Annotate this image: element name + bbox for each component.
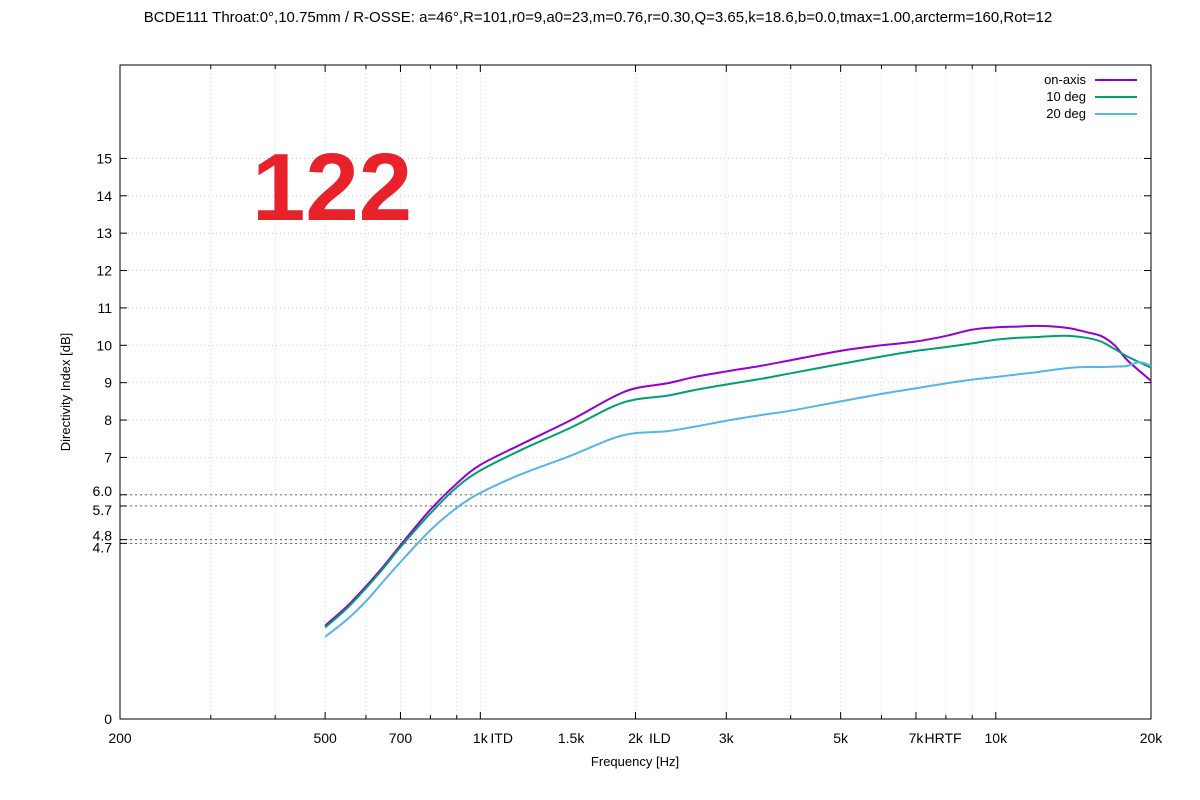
x-tick-labels: 200 500 700 1k ITD 1.5k 2k ILD 3k 5k 7k HRTF 10k 20k <box>108 730 1163 746</box>
x-tick-label: 700 <box>389 730 413 746</box>
highlight-number: 122 <box>252 134 412 241</box>
series-line-2 <box>324 334 1152 629</box>
x-tick-label: HRTF <box>925 730 962 746</box>
x-tick-label: 3k <box>719 730 735 746</box>
reference-lines <box>120 494 1151 544</box>
x-axis-label: Frequency [Hz] <box>591 754 679 769</box>
y-tick-label: 12 <box>96 263 112 279</box>
tick-marks <box>119 65 1152 720</box>
y-tick-label: 7 <box>104 449 112 465</box>
x-tick-label: 200 <box>108 730 132 746</box>
x-tick-label: 2k <box>628 730 644 746</box>
y-axis-label: Directivity Index [dB] <box>58 333 73 452</box>
y-tick-label: 14 <box>96 188 112 204</box>
chart-title: BCDE111 Throat:0°,10.75mm / R-OSSE: a=46… <box>144 9 1052 26</box>
chart-legend: on-axis 10 deg 20 deg <box>1044 72 1137 121</box>
y-tick-label: 13 <box>96 225 112 241</box>
y-tick-label: 4.8 <box>93 528 113 544</box>
x-tick-label: ILD <box>649 730 671 746</box>
y-tick-label: 0 <box>104 711 112 727</box>
y-tick-labels: 0 4.74.8 5.7 6.0 7 8 9 10 11 12 13 14 15 <box>93 150 113 727</box>
x-tick-label: 1.5k <box>558 730 585 746</box>
y-tick-label: 4.7 <box>93 539 113 555</box>
y-tick-label: 6.0 <box>93 483 113 499</box>
y-tick-label: 8 <box>104 412 112 428</box>
y-tick-label: 15 <box>96 150 112 166</box>
x-tick-label: 1k <box>473 730 489 746</box>
legend-label: on-axis <box>1044 72 1086 87</box>
legend-label: 20 deg <box>1046 106 1086 121</box>
x-tick-label: ITD <box>490 730 513 746</box>
y-tick-label: 11 <box>97 300 112 316</box>
series-lines <box>324 324 1152 638</box>
y-tick-label: 10 <box>96 337 112 353</box>
series-line-3 <box>324 361 1152 638</box>
x-tick-label: 500 <box>313 730 337 746</box>
x-tick-label: 20k <box>1140 730 1164 746</box>
series-line-1 <box>324 324 1152 627</box>
x-tick-label: 10k <box>985 730 1009 746</box>
y-tick-label: 9 <box>104 375 112 391</box>
y-tick-label: 5.7 <box>93 502 113 518</box>
x-tick-label: 7k <box>909 730 925 746</box>
legend-label: 10 deg <box>1046 89 1086 104</box>
x-tick-label: 5k <box>833 730 849 746</box>
